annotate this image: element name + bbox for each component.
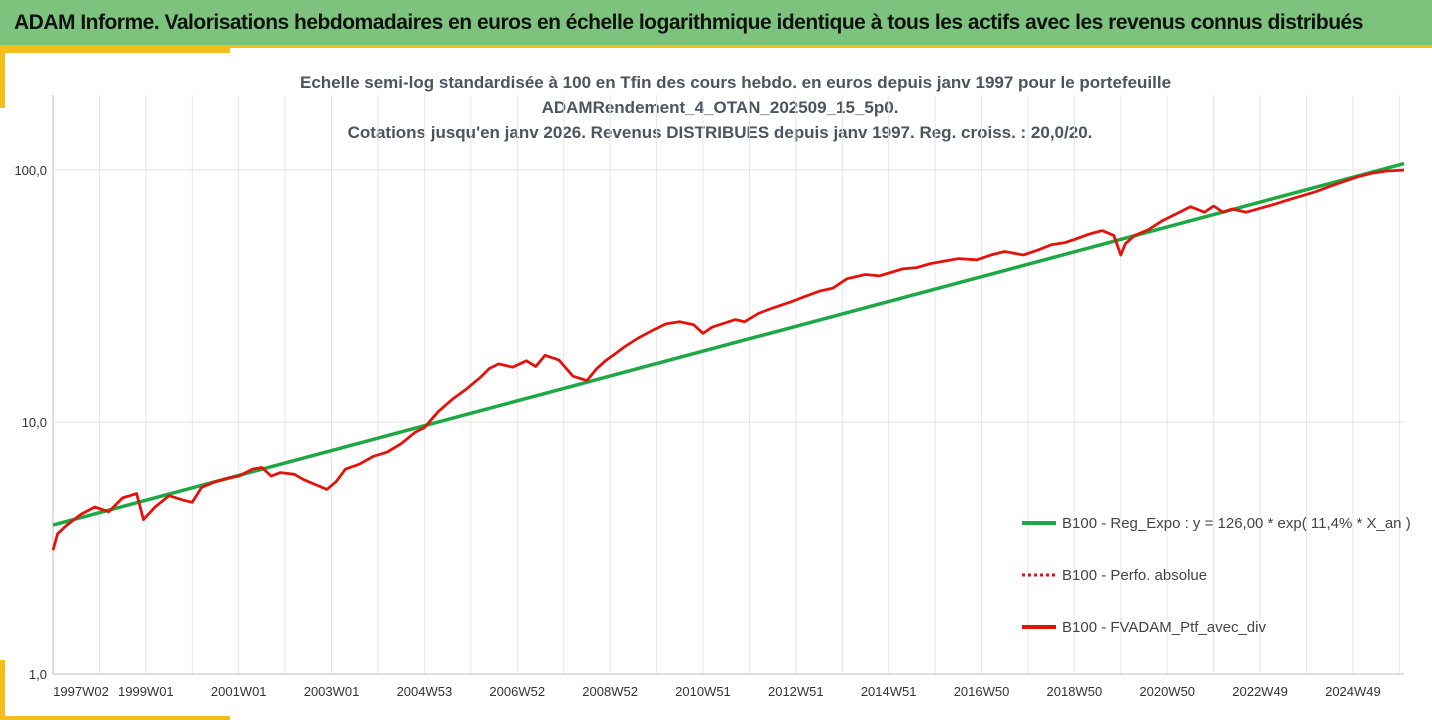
x-axis-tick-labels: 1997W02 1999W01 2001W01 2003W01 2004W53 2006W… [53,684,1381,699]
chart-title-line-1: Echelle semi-log standardisée à 100 en T… [300,73,1172,92]
x-tick-label: 1997W02 [53,684,109,699]
portfolio-line [51,168,1405,551]
y-tick-label: 1,0 [29,667,47,682]
x-tick-label: 2003W01 [304,684,360,699]
gridlines [52,95,1404,674]
page-title: ADAM Informe. Valorisations hebdomadaire… [14,11,1363,34]
x-tick-label: 2018W50 [1047,684,1103,699]
gold-frame-corner-left [0,48,5,108]
x-tick-label: 2006W52 [489,684,545,699]
x-tick-label: 1999W01 [118,684,174,699]
x-tick-label: 2004W53 [397,684,453,699]
x-tick-label: 2001W01 [211,684,267,699]
legend-entry: B100 - FVADAM_Ptf_avec_div [1062,619,1266,636]
chart-title-line-2: ADAMRendement_4_OTAN_202509_15_5p0. [541,98,899,117]
y-tick-label: 10,0 [22,415,47,430]
x-tick-label: 2022W49 [1232,684,1288,699]
y-axis-tick-labels: 1,0 10,0 100,0 [14,163,47,682]
x-tick-label: 2020W50 [1139,684,1195,699]
x-tick-label: 2008W52 [582,684,638,699]
legend-entry: B100 - Perfo. absolue [1062,567,1207,584]
regression-line [52,161,1405,527]
legend-entry: B100 - Reg_Expo : y = 126,00 * exp( 11,4… [1062,515,1411,532]
y-tick-label: 100,0 [14,163,47,178]
x-tick-label: 2014W51 [861,684,917,699]
x-tick-label: 2010W51 [675,684,731,699]
gold-frame-corner-bottom-left [0,660,5,720]
gold-frame-corner-top [0,48,230,53]
series-lines [51,161,1405,551]
x-tick-label: 2016W50 [954,684,1010,699]
chart-title-line-3: Cotations jusqu'en janv 2026. Revenus DI… [347,123,1093,142]
axes [52,95,1404,675]
header-banner: ADAM Informe. Valorisations hebdomadaire… [0,0,1432,48]
legend: B100 - Reg_Expo : y = 126,00 * exp( 11,4… [1022,515,1411,636]
chart-title: Echelle semi-log standardisée à 100 en T… [300,70,1172,145]
x-tick-label: 2012W51 [768,684,824,699]
gold-frame-corner-bottom [0,716,230,720]
x-tick-label: 2024W49 [1325,684,1381,699]
